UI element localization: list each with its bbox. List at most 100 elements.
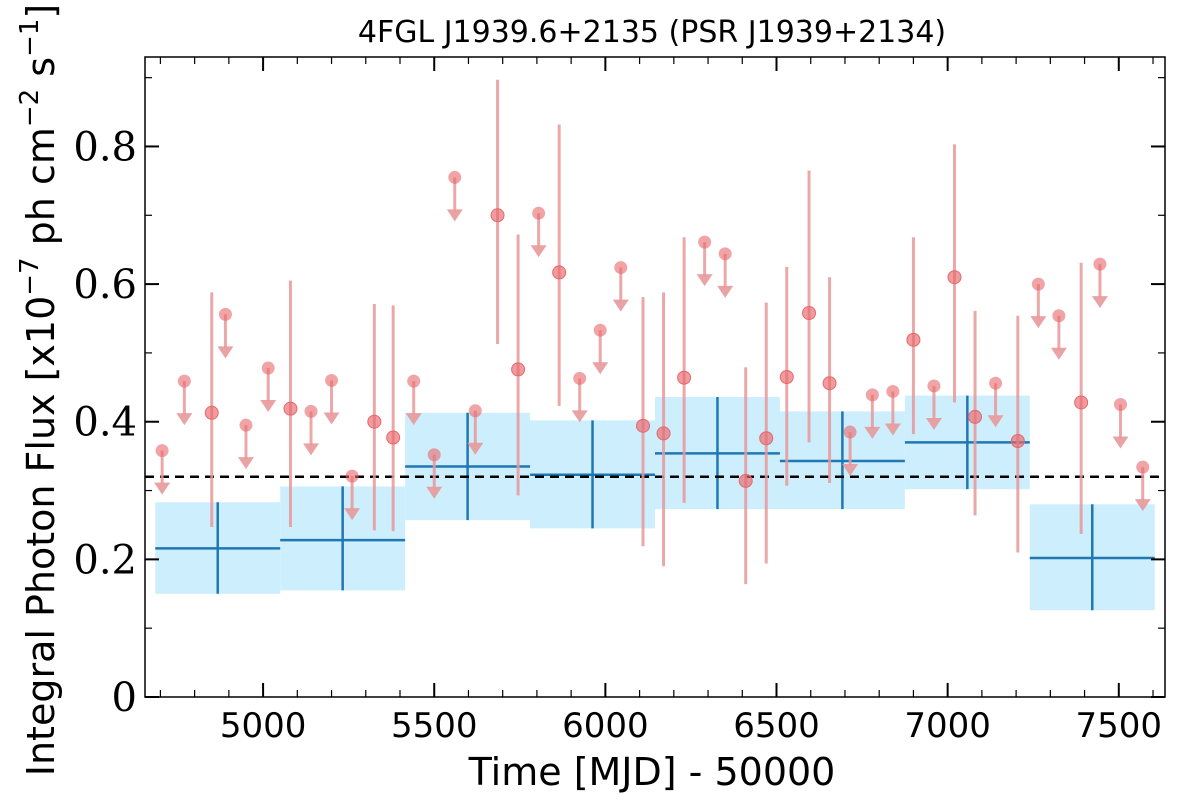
upper-limit-point-21 [927, 379, 941, 393]
upper-limit-arrowhead-8 [405, 413, 422, 426]
y-axis-label-exp1: −7 [15, 257, 45, 295]
upper-limit-arrowhead-10 [446, 209, 463, 222]
y-axis-label: Integral Photon Flux [x10−7 ph cm−2 s−1] [15, 4, 63, 777]
binned-flux-layer [155, 395, 1155, 611]
detection-point-12 [779, 370, 794, 384]
upper-limit-arrowhead-1 [176, 413, 193, 426]
upper-limit-arrowhead-2 [217, 346, 234, 359]
detection-point-9 [677, 370, 692, 385]
detection-point-13 [802, 306, 817, 320]
y-axis-label-mid2: s [19, 57, 63, 89]
upper-limit-point-15 [614, 261, 628, 275]
detection-point-18 [1010, 434, 1025, 448]
upper-limit-arrowhead-21 [925, 417, 942, 430]
detection-point-11 [759, 431, 774, 446]
x-tick-label-2: 6000 [562, 706, 649, 746]
upper-limit-point-8 [407, 374, 421, 388]
detection-point-10 [738, 473, 753, 488]
detection-point-16 [947, 270, 962, 285]
upper-limit-arrowhead-25 [1091, 296, 1108, 309]
upper-limit-point-16 [698, 235, 712, 249]
y-axis-label-main: Integral Photon Flux [x10 [19, 296, 63, 777]
upper-limit-point-18 [843, 425, 857, 439]
upper-limit-point-13 [573, 371, 587, 385]
upper-limit-point-26 [1114, 398, 1128, 412]
upper-limit-arrowhead-4 [260, 400, 277, 413]
upper-limit-arrowhead-24 [1050, 347, 1067, 360]
upper-limit-arrowhead-18 [842, 464, 859, 477]
detection-point-19 [1074, 395, 1089, 410]
detection-point-0 [204, 405, 219, 420]
detection-point-2 [367, 414, 382, 429]
upper-limit-point-0 [155, 444, 169, 458]
y-tick-label-3: 0.6 [73, 262, 137, 308]
detection-point-7 [636, 418, 651, 433]
detection-point-14 [822, 376, 837, 391]
upper-limit-arrowhead-17 [717, 285, 734, 298]
y-axis-label-mid: ph cm [19, 127, 63, 257]
upper-limit-arrowhead-14 [592, 362, 609, 375]
upper-limit-point-3 [239, 418, 253, 432]
upper-limit-point-4 [261, 361, 275, 375]
upper-limit-point-27 [1136, 460, 1150, 474]
upper-limit-arrowhead-13 [571, 410, 588, 423]
upper-limit-arrowhead-22 [987, 415, 1004, 428]
upper-limit-arrowhead-26 [1112, 436, 1129, 449]
y-tick-label-2: 0.4 [73, 400, 137, 446]
upper-limit-point-6 [325, 373, 339, 387]
upper-limit-point-10 [448, 170, 462, 184]
detection-point-17 [968, 409, 983, 424]
upper-limit-point-19 [865, 388, 879, 402]
upper-limit-arrowhead-6 [323, 412, 340, 425]
detection-point-8 [656, 426, 671, 441]
upper-limit-arrowhead-11 [467, 442, 484, 455]
upper-limit-arrowhead-12 [530, 245, 547, 258]
upper-limit-point-1 [177, 374, 191, 388]
upper-limit-point-14 [593, 323, 607, 337]
upper-limit-arrowhead-19 [864, 426, 881, 439]
y-axis-label-exp2: −2 [15, 89, 45, 127]
y-tick-label-0: 0 [112, 675, 137, 721]
upper-limit-point-9 [427, 448, 441, 462]
upper-limit-point-22 [989, 376, 1003, 390]
x-tick-label-0: 5000 [220, 706, 307, 746]
upper-limit-point-25 [1093, 257, 1107, 271]
upper-limit-point-24 [1052, 309, 1066, 323]
detection-point-4 [490, 208, 505, 223]
detection-point-1 [283, 401, 298, 416]
x-tick-label-5: 7500 [1076, 706, 1163, 746]
upper-limit-point-17 [718, 247, 732, 261]
chart-title: 4FGL J1939.6+2135 (PSR J1939+2134) [358, 15, 946, 50]
detection-point-5 [511, 362, 526, 377]
x-tick-label-3: 6500 [733, 706, 820, 746]
upper-limit-point-7 [345, 469, 359, 483]
upper-limit-point-5 [304, 404, 318, 418]
upper-limit-arrowhead-5 [303, 443, 320, 456]
upper-limit-point-23 [1031, 277, 1045, 291]
x-tick-label-1: 5500 [391, 706, 478, 746]
x-axis-label: Time [MJD] - 50000 [468, 750, 836, 794]
monthly-points-layer [154, 79, 1151, 585]
upper-limit-arrowhead-27 [1134, 499, 1151, 512]
detection-point-3 [386, 430, 401, 445]
upper-limit-point-12 [532, 206, 546, 220]
upper-limit-arrowhead-3 [237, 457, 254, 470]
detection-point-15 [906, 332, 921, 347]
upper-limit-arrowhead-9 [426, 486, 443, 499]
upper-limit-arrowhead-0 [154, 482, 171, 495]
upper-limit-point-20 [886, 384, 900, 398]
upper-limit-arrowhead-15 [612, 299, 629, 312]
x-tick-label-4: 7000 [904, 706, 991, 746]
plot-frame [144, 56, 1166, 698]
upper-limit-point-2 [218, 307, 232, 321]
upper-limit-arrowhead-23 [1030, 316, 1047, 329]
y-axis-label-exp3: −1 [15, 19, 45, 57]
y-tick-label-4: 0.8 [73, 124, 137, 170]
upper-limit-arrowhead-7 [344, 508, 361, 521]
detection-point-6 [552, 265, 567, 280]
upper-limit-arrowhead-20 [884, 423, 901, 436]
upper-limit-point-11 [468, 404, 482, 418]
upper-limit-arrowhead-16 [696, 274, 713, 287]
axes: 5000 5500 6000 6500 7000 7500 0 0.2 0.4 0.6 0.8 [73, 56, 1166, 746]
